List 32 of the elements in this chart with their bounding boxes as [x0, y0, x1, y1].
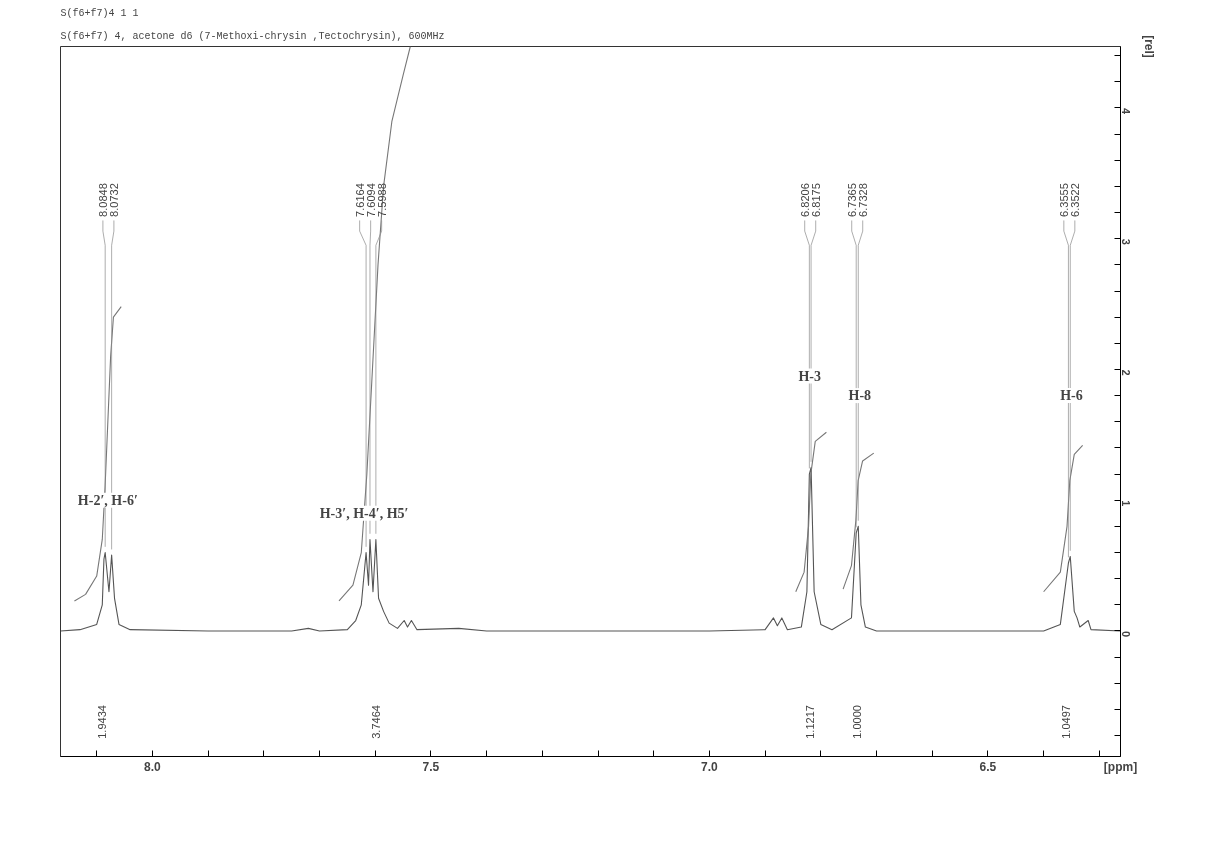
y-tick-label: 1 — [1119, 500, 1132, 507]
x-tick-label: 8.0 — [144, 759, 162, 774]
annotation: H-3′, H-4′, H5′ — [319, 505, 409, 521]
annotation: 1.9434 — [95, 705, 108, 739]
annotation: 3.7464 — [369, 705, 382, 739]
annotation: 7.6164 — [353, 183, 366, 217]
x-axis-title: [ppm] — [1103, 759, 1138, 774]
annotation: 6.8206 — [798, 183, 811, 217]
y-tick-label: 4 — [1119, 107, 1132, 115]
annotation: 7.6094 — [364, 183, 377, 217]
annotation: 6.3555 — [1057, 183, 1070, 217]
x-tick-label: 6.5 — [979, 759, 997, 774]
annotation: 6.3522 — [1068, 183, 1081, 217]
annotation: 6.7328 — [856, 183, 869, 217]
y-tick-label: 0 — [1119, 630, 1132, 638]
annotation: H-2′, H-6′ — [77, 492, 138, 508]
y-tick-label: 3 — [1119, 238, 1132, 245]
x-tick-label: 7.5 — [422, 759, 440, 774]
x-tick-label: 7.0 — [701, 759, 719, 774]
annotation: 6.8175 — [809, 183, 822, 217]
annotation: 6.7365 — [845, 183, 858, 217]
annotation: 8.0732 — [107, 183, 120, 217]
annotation: 1.1217 — [804, 705, 817, 739]
y-tick-label: 2 — [1119, 369, 1132, 376]
chart-title: S(f6+f7)4 1 1 — [60, 7, 139, 19]
annotation: H-6 — [1060, 388, 1083, 404]
chart-subtitle: S(f6+f7) 4, acetone d6 (7-Methoxi-chrysin ,Tectochrysin), 600MHz — [60, 30, 445, 42]
annotation: 7.5988 — [375, 183, 388, 217]
annotation: 1.0497 — [1060, 705, 1073, 739]
annotation: 1.0000 — [851, 705, 864, 739]
annotation: 8.0848 — [96, 183, 109, 217]
y-axis-title: [rel] — [1141, 35, 1156, 58]
